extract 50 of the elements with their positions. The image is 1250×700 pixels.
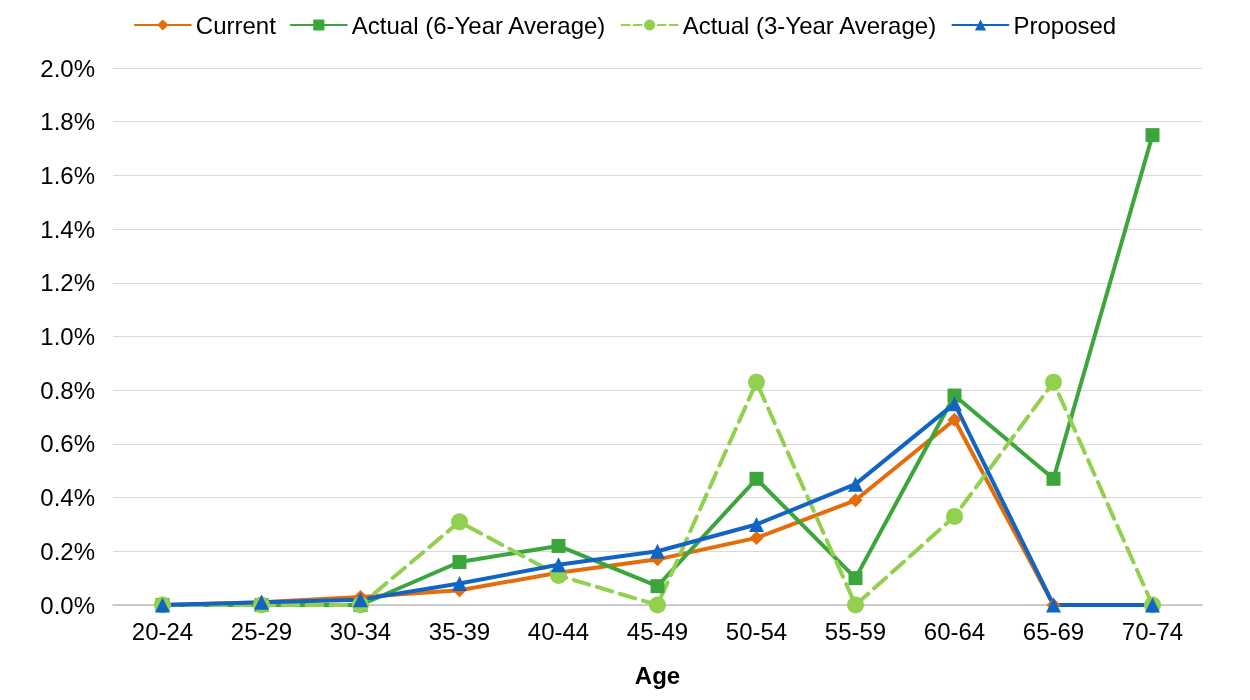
y-tick-label: 1.0% (40, 323, 95, 350)
x-tick-label: 40-44 (527, 617, 590, 645)
point (946, 507, 963, 525)
point (1046, 471, 1061, 486)
point (1145, 128, 1160, 143)
legend-label: Proposed (1013, 11, 1117, 39)
point (947, 396, 962, 412)
y-tick-label: 1.2% (40, 269, 95, 297)
x-tick-label: 25-29 (230, 617, 293, 645)
x-tick-label: 55-59 (824, 617, 887, 645)
point (452, 555, 467, 570)
x-tick-label: 45-49 (626, 617, 689, 645)
y-tick-label: 1.6% (40, 161, 95, 189)
point (749, 471, 764, 486)
x-tick-label: 65-69 (1022, 617, 1085, 645)
point (848, 493, 863, 508)
point (353, 592, 368, 608)
x-tick-label: 70-74 (1121, 617, 1184, 645)
point (848, 571, 863, 586)
point (1045, 373, 1062, 391)
y-tick-label: 0.0% (40, 591, 95, 619)
point (947, 412, 962, 427)
point (847, 596, 864, 614)
point (749, 516, 764, 532)
point (451, 513, 468, 531)
point (452, 576, 467, 592)
point (748, 373, 765, 391)
legend-label: Actual (6-Year Average) (351, 11, 606, 39)
y-tick-label: 0.4% (40, 484, 95, 512)
x-tick-label: 50-54 (725, 617, 788, 645)
point (551, 538, 566, 553)
y-tick-label: 1.8% (40, 108, 95, 136)
point (551, 557, 566, 573)
x-tick-label: 60-64 (923, 617, 986, 645)
point (848, 476, 863, 492)
x-tick-label: 30-34 (329, 617, 392, 645)
point (749, 530, 764, 545)
y-tick-label: 0.8% (40, 376, 95, 404)
point (650, 579, 665, 594)
legend-label: Current (195, 11, 277, 39)
y-tick-label: 0.2% (40, 537, 95, 565)
x-tick-label: 35-39 (428, 617, 491, 645)
x-axis-title: Age (634, 661, 681, 689)
point (649, 596, 666, 614)
legend-label: Actual (3-Year Average) (682, 11, 937, 39)
y-tick-label: 2.0% (40, 54, 95, 82)
point (650, 543, 665, 559)
y-tick-label: 1.4% (40, 215, 95, 243)
x-tick-label: 20-24 (131, 617, 194, 645)
y-tick-label: 0.6% (40, 430, 95, 458)
